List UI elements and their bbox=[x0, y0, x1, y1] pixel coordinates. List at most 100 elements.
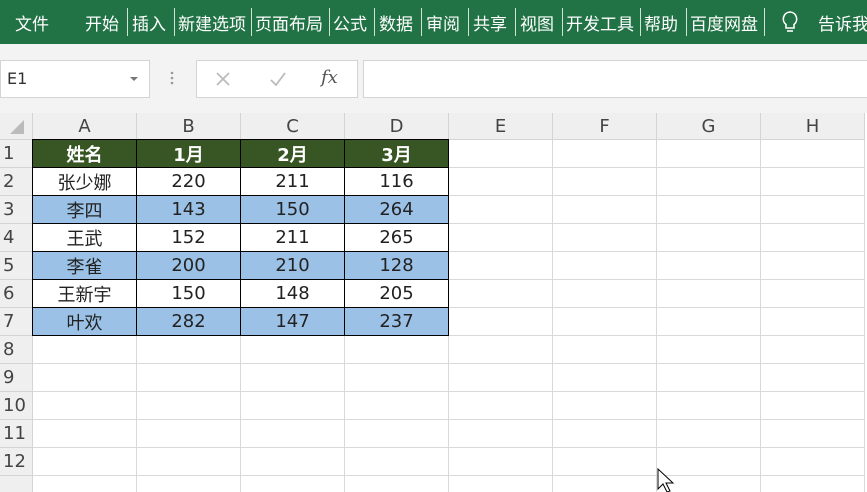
data-cell[interactable]: 152 bbox=[136, 223, 241, 252]
cell[interactable] bbox=[761, 196, 865, 224]
header-cell[interactable]: 3月 bbox=[344, 139, 449, 168]
cell[interactable] bbox=[137, 476, 241, 492]
cell[interactable] bbox=[553, 420, 657, 448]
column-header[interactable]: C bbox=[241, 113, 345, 140]
cell[interactable] bbox=[761, 280, 865, 308]
ribbon-tab[interactable]: 共享 bbox=[473, 15, 507, 35]
cancel-icon[interactable] bbox=[215, 71, 231, 87]
row-header[interactable]: 3 bbox=[0, 196, 33, 224]
data-cell[interactable]: 张少娜 bbox=[32, 167, 137, 196]
data-cell[interactable]: 128 bbox=[344, 251, 449, 280]
cell[interactable] bbox=[449, 308, 553, 336]
cell[interactable] bbox=[657, 364, 761, 392]
ribbon-tab[interactable]: 百度网盘 bbox=[690, 15, 758, 35]
ribbon-tab[interactable]: 文件 bbox=[15, 15, 49, 35]
cell[interactable] bbox=[449, 196, 553, 224]
header-cell[interactable]: 1月 bbox=[136, 139, 241, 168]
data-cell[interactable]: 237 bbox=[344, 307, 449, 336]
cell[interactable] bbox=[449, 364, 553, 392]
row-header[interactable]: 10 bbox=[0, 392, 33, 420]
data-cell[interactable]: 265 bbox=[344, 223, 449, 252]
ribbon-tab[interactable]: 数据 bbox=[379, 15, 413, 35]
column-header[interactable]: D bbox=[345, 113, 449, 140]
cell[interactable] bbox=[553, 364, 657, 392]
data-cell[interactable]: 150 bbox=[136, 279, 241, 308]
row-header[interactable]: 6 bbox=[0, 280, 33, 308]
data-cell[interactable]: 王武 bbox=[32, 223, 137, 252]
data-cell[interactable]: 148 bbox=[240, 279, 345, 308]
column-header[interactable]: F bbox=[553, 113, 657, 140]
cell[interactable] bbox=[553, 392, 657, 420]
cell[interactable] bbox=[657, 420, 761, 448]
cell[interactable] bbox=[553, 252, 657, 280]
tell-me[interactable]: 告诉我 bbox=[818, 15, 867, 35]
cell[interactable] bbox=[761, 336, 865, 364]
column-header[interactable]: H bbox=[761, 113, 865, 140]
cell[interactable] bbox=[553, 168, 657, 196]
ribbon-tab[interactable]: 页面布局 bbox=[255, 15, 323, 35]
row-header[interactable] bbox=[0, 476, 33, 492]
select-all[interactable] bbox=[0, 113, 33, 140]
cell[interactable] bbox=[137, 392, 241, 420]
ribbon-tab[interactable]: 审阅 bbox=[426, 15, 460, 35]
cell[interactable] bbox=[761, 448, 865, 476]
data-cell[interactable]: 王新宇 bbox=[32, 279, 137, 308]
cell[interactable] bbox=[241, 336, 345, 364]
cell[interactable] bbox=[553, 224, 657, 252]
cell[interactable] bbox=[761, 476, 865, 492]
column-header[interactable]: G bbox=[657, 113, 761, 140]
name-box[interactable]: E1 bbox=[0, 60, 150, 98]
cell[interactable] bbox=[345, 448, 449, 476]
data-cell[interactable]: 李雀 bbox=[32, 251, 137, 280]
data-cell[interactable]: 143 bbox=[136, 195, 241, 224]
lightbulb-icon[interactable] bbox=[780, 10, 800, 36]
cell[interactable] bbox=[241, 448, 345, 476]
data-cell[interactable]: 220 bbox=[136, 167, 241, 196]
cell[interactable] bbox=[137, 336, 241, 364]
data-cell[interactable]: 210 bbox=[240, 251, 345, 280]
data-cell[interactable]: 211 bbox=[240, 223, 345, 252]
row-header[interactable]: 2 bbox=[0, 168, 33, 196]
enter-icon[interactable] bbox=[269, 71, 287, 87]
data-cell[interactable]: 282 bbox=[136, 307, 241, 336]
cell[interactable] bbox=[33, 420, 137, 448]
cell[interactable] bbox=[449, 140, 553, 168]
cell[interactable] bbox=[657, 280, 761, 308]
cell[interactable] bbox=[657, 308, 761, 336]
cell[interactable] bbox=[345, 392, 449, 420]
cell[interactable] bbox=[449, 420, 553, 448]
function-button[interactable]: fx bbox=[321, 67, 338, 88]
ribbon-tab[interactable]: 开始 bbox=[85, 15, 119, 35]
cell[interactable] bbox=[449, 392, 553, 420]
ribbon-tab[interactable]: 公式 bbox=[333, 15, 367, 35]
row-header[interactable]: 11 bbox=[0, 420, 33, 448]
cell[interactable] bbox=[553, 196, 657, 224]
cell[interactable] bbox=[657, 168, 761, 196]
cell[interactable] bbox=[345, 476, 449, 492]
cell[interactable] bbox=[761, 140, 865, 168]
row-header[interactable]: 5 bbox=[0, 252, 33, 280]
cell[interactable] bbox=[553, 308, 657, 336]
cell[interactable] bbox=[657, 392, 761, 420]
cell[interactable] bbox=[137, 364, 241, 392]
row-header[interactable]: 12 bbox=[0, 448, 33, 476]
data-cell[interactable]: 147 bbox=[240, 307, 345, 336]
cell[interactable] bbox=[761, 364, 865, 392]
column-header[interactable]: B bbox=[137, 113, 241, 140]
cell[interactable] bbox=[345, 336, 449, 364]
cell[interactable] bbox=[241, 420, 345, 448]
ribbon-tab[interactable]: 帮助 bbox=[644, 15, 678, 35]
cell[interactable] bbox=[553, 140, 657, 168]
ribbon-tab[interactable]: 视图 bbox=[520, 15, 554, 35]
cell[interactable] bbox=[449, 168, 553, 196]
header-cell[interactable]: 2月 bbox=[240, 139, 345, 168]
data-cell[interactable]: 264 bbox=[344, 195, 449, 224]
row-header[interactable]: 1 bbox=[0, 140, 33, 168]
header-cell[interactable]: 姓名 bbox=[32, 139, 137, 168]
ribbon-tab[interactable]: 开发工具 bbox=[566, 15, 634, 35]
cell[interactable] bbox=[657, 252, 761, 280]
cell[interactable] bbox=[449, 476, 553, 492]
data-cell[interactable]: 200 bbox=[136, 251, 241, 280]
cell[interactable] bbox=[33, 392, 137, 420]
cell[interactable] bbox=[137, 420, 241, 448]
